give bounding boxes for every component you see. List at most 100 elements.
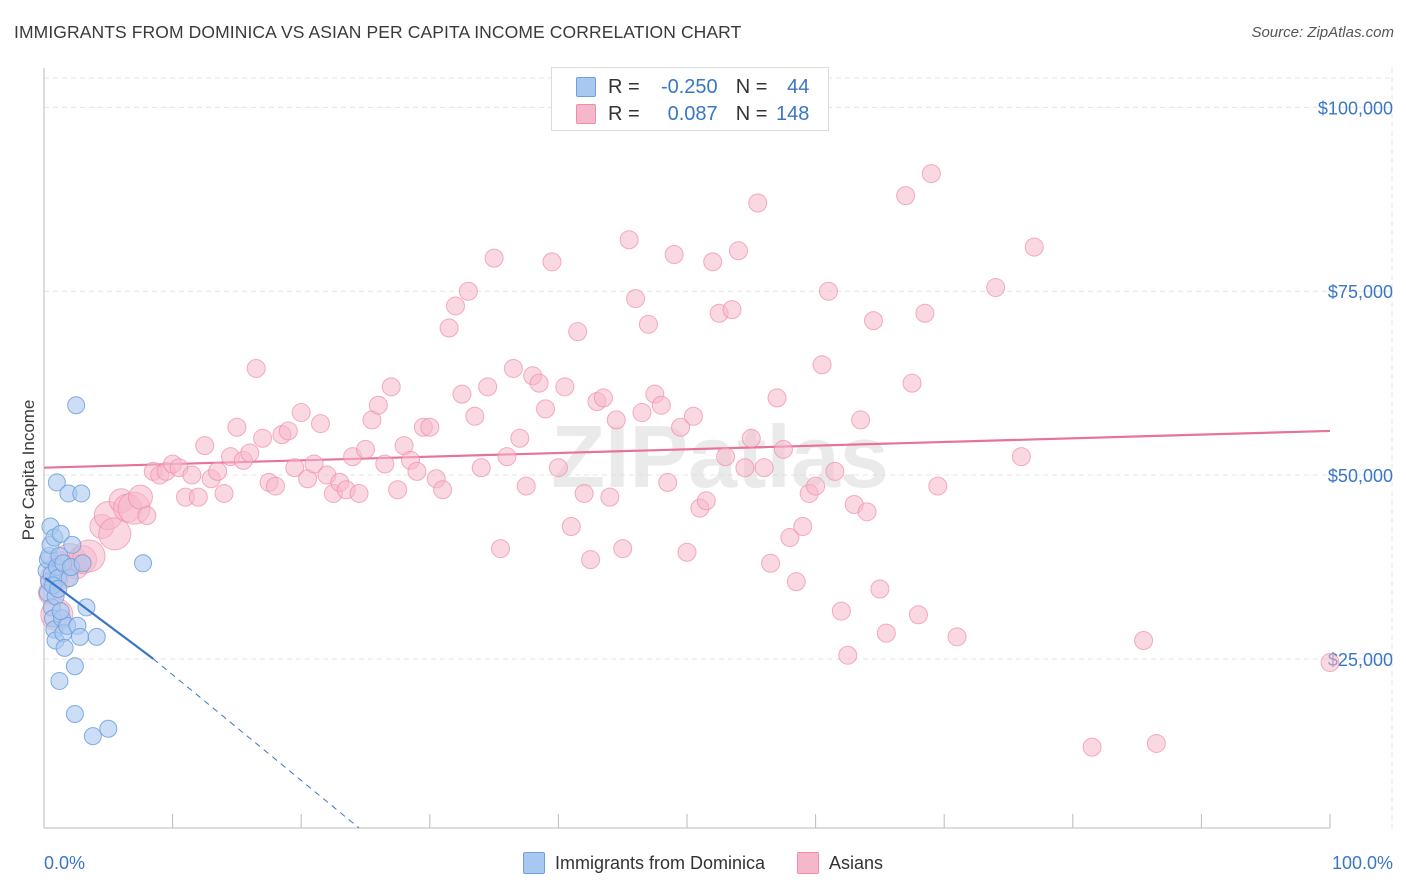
asians-point <box>253 428 273 448</box>
legend-n-label: N = <box>735 75 768 98</box>
series-label-asians: Asians <box>829 852 884 873</box>
asians-point <box>600 487 620 507</box>
asians-point <box>182 465 202 485</box>
legend-r-value: 0.087 <box>667 102 718 125</box>
x-tick-label: 100.0% <box>1332 853 1393 873</box>
asians-point <box>310 414 330 434</box>
series-legend-dominica[interactable]: Immigrants from Dominica <box>522 852 765 874</box>
asians-point <box>619 230 639 250</box>
asians-point <box>561 517 581 537</box>
asians-point <box>780 528 800 548</box>
asians-point <box>246 358 266 378</box>
dominica-point <box>55 638 74 657</box>
asians-point <box>452 384 472 404</box>
asians-point <box>407 461 427 481</box>
asians-points <box>37 164 1340 757</box>
axes <box>43 68 1331 829</box>
series-legend: Immigrants from Dominica Asians <box>0 852 1406 874</box>
asians-point <box>581 550 601 570</box>
legend-row-asians: R = 0.087 N = 148 <box>576 103 809 125</box>
asians-point <box>1011 447 1031 467</box>
asians-point <box>188 487 208 507</box>
asians-point <box>703 252 723 272</box>
asians-point <box>773 439 793 459</box>
legend-row-dominica: R = -0.250 N = 44 <box>576 76 809 98</box>
asians-trend-line <box>43 429 1331 469</box>
asians-point <box>510 428 530 448</box>
asians-point <box>606 410 626 430</box>
asians-point <box>863 311 883 331</box>
legend-r-label: R = <box>608 102 640 125</box>
asians-point <box>356 439 375 459</box>
source-credit: Source: ZipAtlas.com <box>1251 24 1394 41</box>
legend-r-value: -0.250 <box>660 75 718 98</box>
asians-point <box>381 377 401 397</box>
gridlines <box>44 68 1393 828</box>
y-axis-label-wrap: Per Capita Income <box>16 300 42 640</box>
chart-title: IMMIGRANTS FROM DOMINICA VS ASIAN PER CA… <box>14 22 742 42</box>
asians-point <box>818 281 838 301</box>
asians-point <box>291 403 311 423</box>
asians-point <box>491 539 511 559</box>
asians-point <box>831 601 851 621</box>
dominica-point <box>72 484 91 503</box>
dominica-point <box>51 602 70 621</box>
asians-point <box>478 377 498 397</box>
legend-swatch-dominica <box>576 77 596 97</box>
asians-point <box>1082 737 1102 757</box>
asians-point <box>626 289 646 309</box>
y-tick-label: $100,000 <box>1318 98 1393 118</box>
asians-point <box>568 322 588 342</box>
asians-point <box>921 164 941 184</box>
dominica-point <box>50 671 69 690</box>
series-swatch-asians <box>797 852 819 874</box>
asians-point <box>658 472 678 492</box>
asians-point <box>536 399 556 419</box>
asians-point <box>908 605 928 625</box>
asians-point <box>902 373 922 393</box>
dominica-point <box>134 554 153 573</box>
legend-r-label: R = <box>608 75 640 98</box>
asians-point <box>465 406 485 426</box>
asians-point <box>503 358 523 378</box>
dominica-trend-extension <box>152 658 360 829</box>
legend-n-label: N = <box>735 102 768 125</box>
asians-point <box>195 436 215 456</box>
legend-n-value: 44 <box>787 75 810 98</box>
asians-point <box>632 403 652 423</box>
dominica-point <box>67 396 86 415</box>
asians-point <box>278 421 298 441</box>
dominica-point <box>83 727 102 746</box>
asians-point <box>593 388 613 408</box>
asians-point <box>439 318 459 338</box>
asians-point <box>876 623 896 643</box>
series-legend-asians[interactable]: Asians <box>797 852 883 874</box>
asians-point <box>484 248 504 268</box>
asians-point <box>806 476 826 496</box>
asians-point <box>671 417 691 437</box>
asians-point <box>928 476 948 496</box>
asians-point <box>761 553 781 573</box>
asians-point <box>227 417 247 437</box>
dominica-point <box>87 627 106 646</box>
dominica-point <box>99 719 118 738</box>
asians-point <box>748 193 768 213</box>
asians-point <box>613 539 633 559</box>
asians-point <box>754 458 774 478</box>
dominica-point <box>71 627 90 646</box>
asians-point <box>838 645 858 665</box>
asians-point <box>548 458 568 478</box>
y-tick-label: $50,000 <box>1328 466 1393 486</box>
asians-point <box>915 303 935 323</box>
asians-point <box>870 579 890 599</box>
asians-point <box>458 281 478 301</box>
asians-point <box>497 447 517 467</box>
asians-point <box>1134 631 1154 650</box>
dominica-point <box>51 524 70 543</box>
asians-point <box>516 476 536 496</box>
asians-point <box>651 395 671 415</box>
asians-point <box>812 355 832 375</box>
asians-point <box>696 491 716 511</box>
asians-point <box>240 443 260 463</box>
